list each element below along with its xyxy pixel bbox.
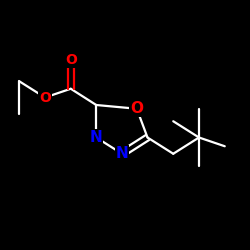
Text: N: N <box>90 130 103 145</box>
Text: N: N <box>116 146 128 161</box>
Text: O: O <box>39 90 51 104</box>
Text: O: O <box>65 53 77 67</box>
Text: O: O <box>130 101 143 116</box>
